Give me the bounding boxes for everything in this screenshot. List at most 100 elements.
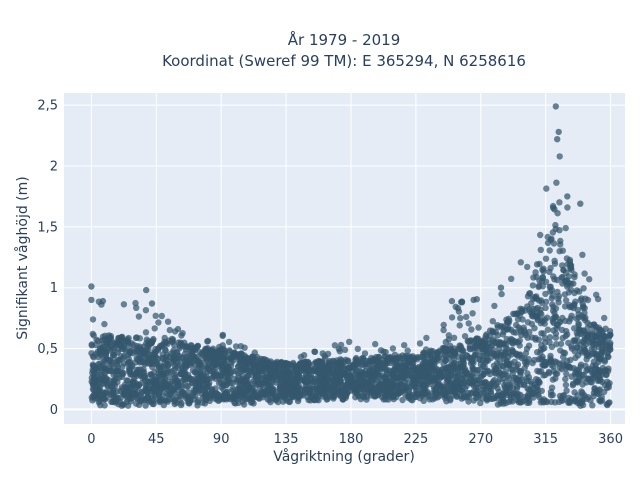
data-point xyxy=(138,389,145,396)
data-point xyxy=(384,391,391,398)
data-point xyxy=(89,330,97,338)
data-point xyxy=(564,261,571,268)
data-point xyxy=(88,341,96,348)
data-point xyxy=(574,338,581,345)
data-point xyxy=(541,344,548,352)
data-point xyxy=(547,283,554,290)
data-point-outlier xyxy=(88,296,95,304)
data-point xyxy=(532,294,539,301)
data-point xyxy=(449,366,456,374)
data-point xyxy=(563,255,571,262)
data-point xyxy=(238,351,245,358)
data-point xyxy=(571,397,579,404)
data-point xyxy=(411,380,418,387)
data-point xyxy=(316,387,323,395)
data-point xyxy=(211,350,218,358)
data-point xyxy=(547,236,554,244)
data-point xyxy=(542,290,549,298)
data-point xyxy=(354,345,361,353)
data-point xyxy=(370,379,378,387)
data-point xyxy=(227,355,234,362)
data-point xyxy=(353,356,360,363)
data-point xyxy=(339,396,346,403)
data-point xyxy=(108,367,115,375)
data-point xyxy=(225,338,233,346)
data-point xyxy=(103,375,110,382)
data-point xyxy=(335,345,343,353)
data-point xyxy=(536,379,543,386)
data-point xyxy=(581,309,588,317)
data-point xyxy=(211,371,218,378)
data-point xyxy=(394,363,401,371)
data-point xyxy=(97,402,104,409)
data-point xyxy=(138,379,146,386)
data-point xyxy=(586,276,593,283)
data-point xyxy=(537,231,544,239)
data-point xyxy=(539,278,546,285)
data-point xyxy=(583,395,590,403)
data-point xyxy=(553,179,560,186)
data-point xyxy=(571,271,578,278)
data-point xyxy=(589,402,596,409)
data-point xyxy=(511,358,518,365)
data-point xyxy=(389,392,397,399)
data-point xyxy=(258,357,265,364)
data-point xyxy=(604,353,611,360)
data-point xyxy=(433,365,441,373)
data-point xyxy=(439,365,446,373)
data-point xyxy=(110,352,117,360)
data-point xyxy=(516,342,523,349)
data-point xyxy=(569,380,577,387)
data-point xyxy=(189,376,196,383)
data-point xyxy=(601,314,608,322)
data-point xyxy=(141,373,149,381)
data-point xyxy=(465,320,472,327)
data-point xyxy=(579,251,586,258)
data-point xyxy=(434,348,442,356)
data-point xyxy=(337,371,344,378)
data-point xyxy=(563,387,570,394)
data-point xyxy=(185,389,192,396)
data-point xyxy=(440,383,448,390)
data-point xyxy=(429,354,436,362)
data-point xyxy=(517,328,525,335)
data-point xyxy=(164,318,172,325)
data-point xyxy=(451,389,459,397)
data-point xyxy=(460,394,467,401)
data-point xyxy=(508,379,516,387)
data-point xyxy=(590,350,597,357)
data-point xyxy=(546,358,553,366)
data-point xyxy=(196,358,203,366)
data-point xyxy=(564,363,572,371)
data-point xyxy=(125,334,132,342)
data-point xyxy=(269,386,277,394)
data-point xyxy=(237,394,244,401)
data-point xyxy=(294,392,301,400)
data-point xyxy=(457,342,464,350)
data-point xyxy=(442,338,449,346)
data-point xyxy=(581,270,588,277)
data-point xyxy=(329,376,336,384)
data-point xyxy=(561,291,569,298)
data-point xyxy=(549,391,556,399)
data-point xyxy=(100,348,107,355)
data-point xyxy=(137,398,145,405)
data-point xyxy=(219,332,226,340)
data-point xyxy=(498,290,505,298)
data-point xyxy=(201,400,209,407)
chart-title-line1: År 1979 - 2019 xyxy=(288,30,401,49)
data-point xyxy=(525,356,532,363)
data-point xyxy=(567,356,574,364)
data-point xyxy=(148,339,155,346)
data-point xyxy=(318,360,326,368)
data-point xyxy=(533,261,541,268)
data-point xyxy=(325,387,332,394)
data-point xyxy=(346,338,353,345)
data-point xyxy=(88,350,95,357)
data-point xyxy=(241,380,248,387)
data-point xyxy=(516,337,523,344)
data-point xyxy=(575,311,582,318)
data-point xyxy=(513,376,520,383)
data-point xyxy=(532,305,539,312)
chart-title-line2: Koordinat (Sweref 99 TM): E 365294, N 62… xyxy=(162,52,526,70)
